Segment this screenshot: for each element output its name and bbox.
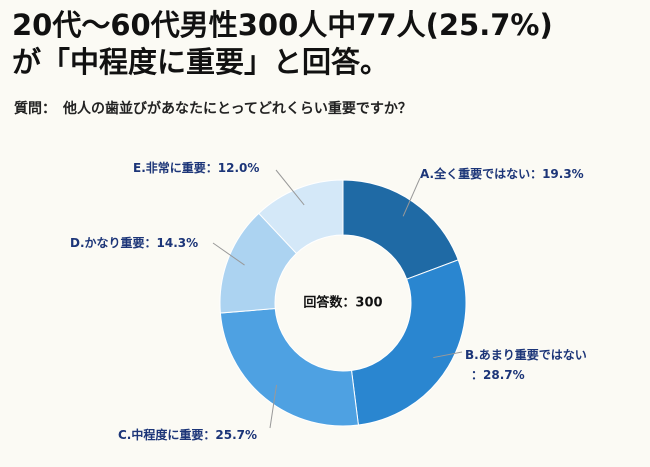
category-label: E.非常に重要 [133, 160, 206, 175]
donut-slice [258, 179, 344, 255]
slice-label: D.かなり重要：14.3% [70, 235, 198, 250]
title-line: が「中程度に重要」と回答。 [12, 45, 389, 79]
slice-label: A.全く重要ではない：19.3% [420, 166, 584, 181]
category-label: C.中程度に重要 [118, 427, 203, 442]
leader-line [402, 177, 421, 217]
donut-slice [342, 179, 459, 280]
value-label: ：14.3% [145, 236, 199, 250]
value-label: ：28.7% [471, 368, 525, 382]
category-label: B.あまり重要ではない [465, 347, 587, 362]
value-label: ：19.3% [530, 167, 584, 181]
leader-line [433, 351, 463, 359]
category-label: A.全く重要ではない [420, 166, 530, 181]
title-line: 20代〜60代男性300人中77人(25.7%) [12, 8, 553, 42]
donut-slice [219, 308, 359, 427]
category-label: D.かなり重要 [70, 235, 145, 250]
slice-label: E.非常に重要：12.0% [133, 160, 259, 175]
value-label: ：25.7% [203, 428, 257, 442]
slice-label: C.中程度に重要：25.7% [118, 427, 257, 442]
leader-line [269, 384, 278, 429]
donut-slice [350, 259, 467, 426]
leader-line [275, 169, 305, 206]
center-label: 回答数：300 [303, 295, 382, 311]
slice-label: B.あまり重要ではない ：28.7% [465, 347, 587, 382]
subtitle: 質問： 他人の歯並びがあなたにとってどれくらい重要ですか？ [14, 100, 412, 117]
leader-line [212, 242, 245, 266]
value-label: ：12.0% [206, 161, 260, 175]
